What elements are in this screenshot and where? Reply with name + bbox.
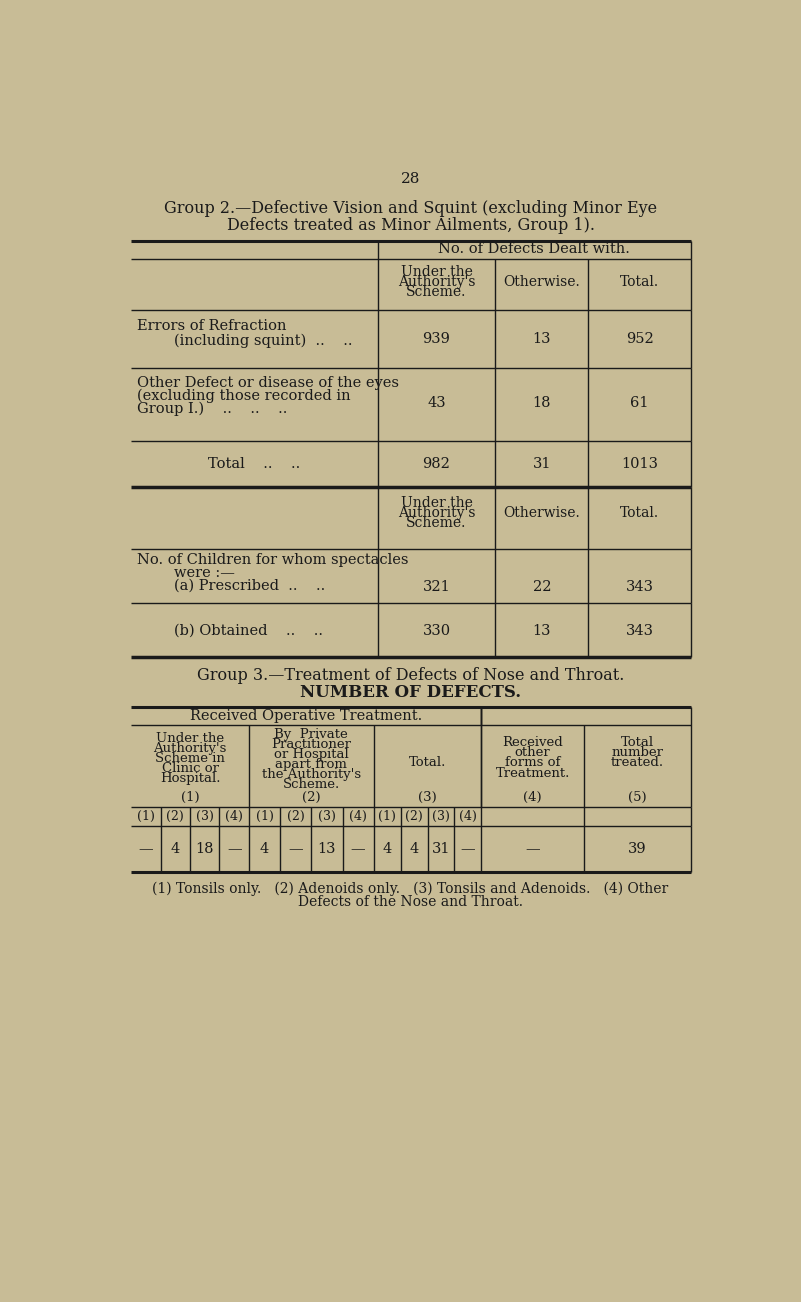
Text: 4: 4 bbox=[260, 842, 269, 857]
Text: Defects of the Nose and Throat.: Defects of the Nose and Throat. bbox=[298, 894, 523, 909]
Text: No. of Defects Dealt with.: No. of Defects Dealt with. bbox=[438, 242, 630, 256]
Text: Defects treated as Minor Ailments, Group 1).: Defects treated as Minor Ailments, Group… bbox=[227, 217, 594, 234]
Text: Authority's: Authority's bbox=[153, 742, 227, 755]
Text: Total.: Total. bbox=[620, 275, 659, 289]
Text: 330: 330 bbox=[422, 624, 450, 638]
Text: Authority's: Authority's bbox=[398, 505, 475, 519]
Text: —: — bbox=[288, 842, 303, 857]
Text: 43: 43 bbox=[427, 396, 446, 410]
Text: 39: 39 bbox=[628, 842, 646, 857]
Text: (4): (4) bbox=[523, 792, 542, 805]
Text: Practitioner: Practitioner bbox=[272, 738, 352, 751]
Text: Clinic or: Clinic or bbox=[162, 762, 219, 775]
Text: —: — bbox=[227, 842, 242, 857]
Text: Other Defect or disease of the eyes: Other Defect or disease of the eyes bbox=[137, 375, 400, 389]
Text: 939: 939 bbox=[423, 332, 450, 346]
Text: (3): (3) bbox=[195, 810, 214, 823]
Text: Received Operative Treatment.: Received Operative Treatment. bbox=[190, 710, 422, 723]
Text: (4): (4) bbox=[225, 810, 244, 823]
Text: (2): (2) bbox=[287, 810, 304, 823]
Text: (a) Prescribed  ..    ..: (a) Prescribed .. .. bbox=[137, 579, 325, 592]
Text: (3): (3) bbox=[418, 792, 437, 805]
Text: forms of: forms of bbox=[505, 756, 560, 769]
Text: —: — bbox=[525, 842, 540, 857]
Text: (4): (4) bbox=[349, 810, 367, 823]
Text: —: — bbox=[461, 842, 475, 857]
Text: (excluding those recorded in: (excluding those recorded in bbox=[137, 388, 351, 402]
Text: Total: Total bbox=[621, 737, 654, 750]
Text: (1): (1) bbox=[378, 810, 396, 823]
Text: 18: 18 bbox=[195, 842, 214, 857]
Text: 13: 13 bbox=[533, 332, 551, 346]
Text: (1): (1) bbox=[137, 810, 155, 823]
Text: Authority's: Authority's bbox=[398, 275, 475, 289]
Text: apart from: apart from bbox=[276, 758, 348, 771]
Text: Scheme.: Scheme. bbox=[283, 779, 340, 792]
Text: 952: 952 bbox=[626, 332, 654, 346]
Text: Otherwise.: Otherwise. bbox=[504, 275, 580, 289]
Text: 1013: 1013 bbox=[621, 457, 658, 471]
Text: (3): (3) bbox=[318, 810, 336, 823]
Text: 343: 343 bbox=[626, 624, 654, 638]
Text: 343: 343 bbox=[626, 581, 654, 595]
Text: 31: 31 bbox=[432, 842, 450, 857]
Text: other: other bbox=[515, 746, 550, 759]
Text: Under the: Under the bbox=[400, 264, 473, 279]
Text: 31: 31 bbox=[533, 457, 551, 471]
Text: Under the: Under the bbox=[400, 496, 473, 510]
Text: (4): (4) bbox=[459, 810, 477, 823]
Text: By  Private: By Private bbox=[275, 728, 348, 741]
Text: 28: 28 bbox=[400, 172, 421, 186]
Text: 13: 13 bbox=[318, 842, 336, 857]
Text: Errors of Refraction: Errors of Refraction bbox=[137, 319, 287, 332]
Text: (including squint)  ..    ..: (including squint) .. .. bbox=[137, 333, 352, 348]
Text: —: — bbox=[351, 842, 365, 857]
Text: Scheme in: Scheme in bbox=[155, 751, 225, 764]
Text: treated.: treated. bbox=[610, 756, 664, 769]
Text: 4: 4 bbox=[171, 842, 180, 857]
Text: (1): (1) bbox=[181, 792, 199, 805]
Text: Treatment.: Treatment. bbox=[495, 767, 570, 780]
Text: 982: 982 bbox=[423, 457, 450, 471]
Text: (3): (3) bbox=[432, 810, 450, 823]
Text: Scheme.: Scheme. bbox=[406, 285, 467, 298]
Text: 18: 18 bbox=[533, 396, 551, 410]
Text: Group I.)    ..    ..    ..: Group I.) .. .. .. bbox=[137, 401, 288, 417]
Text: were :—: were :— bbox=[137, 566, 235, 579]
Text: (b) Obtained    ..    ..: (b) Obtained .. .. bbox=[137, 624, 324, 638]
Text: 321: 321 bbox=[423, 581, 450, 595]
Text: or Hospital: or Hospital bbox=[274, 749, 348, 762]
Text: (1) Tonsils only.   (2) Adenoids only.   (3) Tonsils and Adenoids.   (4) Other: (1) Tonsils only. (2) Adenoids only. (3)… bbox=[152, 881, 669, 897]
Text: (1): (1) bbox=[256, 810, 273, 823]
Text: No. of Children for whom spectacles: No. of Children for whom spectacles bbox=[137, 553, 409, 568]
Text: NUMBER OF DEFECTS.: NUMBER OF DEFECTS. bbox=[300, 685, 521, 702]
Text: Total    ..    ..: Total .. .. bbox=[208, 457, 300, 471]
Text: Group 2.—Defective Vision and Squint (excluding Minor Eye: Group 2.—Defective Vision and Squint (ex… bbox=[164, 201, 657, 217]
Text: Under the: Under the bbox=[156, 732, 224, 745]
Text: number: number bbox=[611, 746, 663, 759]
Text: 61: 61 bbox=[630, 396, 649, 410]
Text: Total.: Total. bbox=[620, 505, 659, 519]
Text: 4: 4 bbox=[409, 842, 419, 857]
Text: (2): (2) bbox=[405, 810, 423, 823]
Text: Total.: Total. bbox=[409, 756, 446, 769]
Text: Otherwise.: Otherwise. bbox=[504, 505, 580, 519]
Text: 22: 22 bbox=[533, 581, 551, 595]
Text: 4: 4 bbox=[383, 842, 392, 857]
Text: the Authority's: the Authority's bbox=[262, 768, 361, 781]
Text: Scheme.: Scheme. bbox=[406, 516, 467, 530]
Text: Group 3.—Treatment of Defects of Nose and Throat.: Group 3.—Treatment of Defects of Nose an… bbox=[197, 668, 624, 685]
Text: Received: Received bbox=[502, 737, 563, 750]
Text: (5): (5) bbox=[628, 792, 646, 805]
Text: (2): (2) bbox=[302, 792, 320, 805]
Text: —: — bbox=[139, 842, 153, 857]
Text: (2): (2) bbox=[167, 810, 184, 823]
Text: 13: 13 bbox=[533, 624, 551, 638]
Text: Hospital.: Hospital. bbox=[159, 772, 220, 785]
